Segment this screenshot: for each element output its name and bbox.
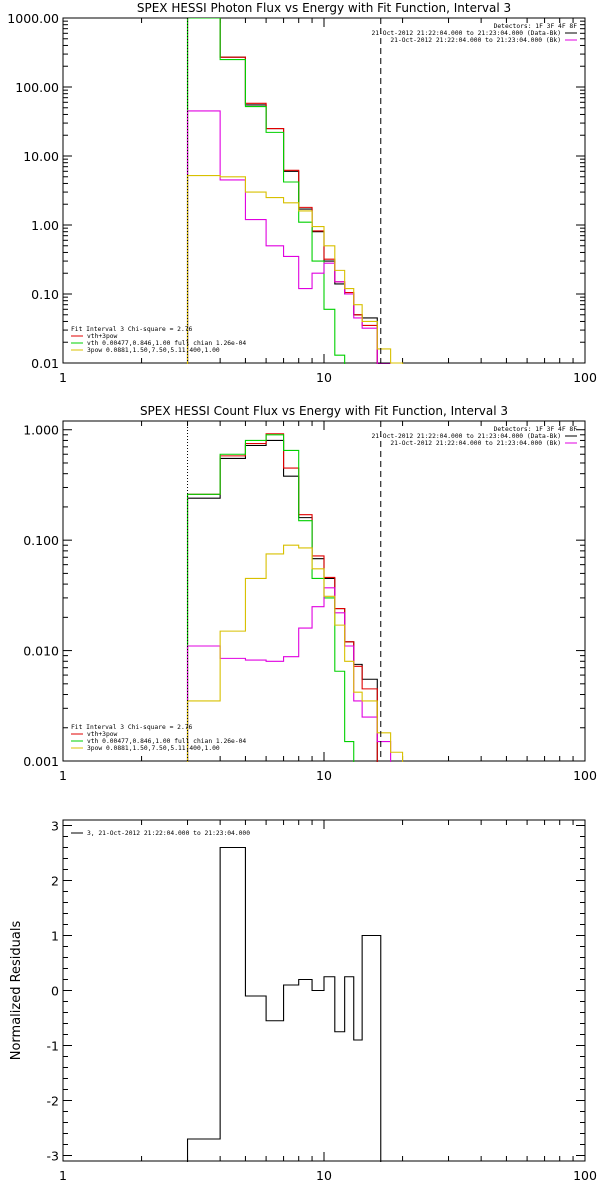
y-tick-label: 10.00 <box>23 149 59 164</box>
legend-entry: vth 0.00477,0.846,1.00 full chian 1.26e-… <box>87 340 246 347</box>
series-1-line <box>186 18 378 364</box>
y-tick-label: 1 <box>51 929 59 944</box>
x-tick-label: 10 <box>316 768 332 783</box>
y-tick-label: 1000.00 <box>7 11 59 26</box>
y-tick-label: 2 <box>51 874 59 889</box>
legend-detectors: Detectors: 1F 3F 4F 8F <box>494 426 578 433</box>
legend-entry: 21-Oct-2012 21:22:04.000 to 21:23:04.000… <box>371 433 561 440</box>
series-4-line <box>186 587 392 762</box>
legend-entry: 21-Oct-2012 21:22:04.000 to 21:23:04.000… <box>371 30 561 37</box>
legend-entry: 3pow 0.0881,1.50,7.50,5.11,400,1.00 <box>87 745 220 752</box>
plot-area <box>186 846 382 1162</box>
x-tick-label: 100 <box>573 768 597 783</box>
y-tick-label: 3 <box>51 819 59 834</box>
x-tick-label: 1 <box>59 1168 67 1183</box>
x-tick-label: 1 <box>59 768 67 783</box>
y-tick-label: 0.010 <box>23 644 59 659</box>
y-tick-label: -2 <box>47 1094 59 1109</box>
legend-entry: 3, 21-Oct-2012 21:22:04.000 to 21:23:04.… <box>87 830 250 837</box>
y-tick-label: 1.000 <box>23 423 59 438</box>
x-tick-label: 10 <box>316 1168 332 1183</box>
series-3-line <box>186 434 355 762</box>
y-tick-label: 0.10 <box>31 287 59 302</box>
legend-entry: 21-Oct-2012 21:22:04.000 to 21:23:04.000… <box>390 37 561 44</box>
chart-panel-2: SPEX HESSI Count Flux vs Energy with Fit… <box>23 404 597 783</box>
plot-area <box>186 433 404 762</box>
series-5-line <box>186 544 404 762</box>
series-2-line <box>186 18 378 364</box>
legend-fit-title: Fit Interval 3 Chi-square = 2.76 <box>71 326 193 333</box>
y-tick-label: -3 <box>47 1149 59 1164</box>
x-tick-label: 10 <box>316 370 332 385</box>
chart-panel-3: 1 10 100 -3 -2 -1 0 1 2 3 Normalized Residuals 3, 2… <box>9 819 597 1184</box>
legend-entry: 21-Oct-2012 21:22:04.000 to 21:23:04.000… <box>390 440 561 447</box>
series-1-line <box>186 846 382 1162</box>
legend-entry: vth+3pow <box>87 731 118 738</box>
axes-frame <box>62 17 586 364</box>
y-tick-label: 0.01 <box>31 356 59 371</box>
x-tick-label: 100 <box>573 1168 597 1183</box>
y-tick-label: 100.00 <box>15 80 59 95</box>
series-1-line <box>186 439 378 762</box>
chart-title: SPEX HESSI Photon Flux vs Energy with Fi… <box>137 1 511 15</box>
plot-area <box>186 18 404 364</box>
chart-panel-1: SPEX HESSI Photon Flux vs Energy with Fi… <box>7 1 597 385</box>
series-2-line <box>186 433 378 762</box>
legend-detectors: Detectors: 1F 3F 4F 8F <box>494 23 578 30</box>
y-axis-label: Normalized Residuals <box>9 921 24 1061</box>
x-tick-label: 1 <box>59 370 67 385</box>
y-tick-label: 0 <box>51 984 59 999</box>
legend-fit-title: Fit Interval 3 Chi-square = 2.76 <box>71 724 193 731</box>
legend-entry: vth+3pow <box>87 333 118 340</box>
chart-title: SPEX HESSI Count Flux vs Energy with Fit… <box>140 404 508 418</box>
legend-entry: 3pow 0.0881,1.50,7.50,5.11,400,1.00 <box>87 347 220 354</box>
y-tick-label: 0.001 <box>23 754 59 769</box>
y-tick-label: -1 <box>47 1039 59 1054</box>
series-4-line <box>186 110 391 364</box>
y-tick-label: 1.00 <box>31 218 59 233</box>
y-tick-label: 0.100 <box>23 533 59 548</box>
x-tick-label: 100 <box>573 370 597 385</box>
series-3-line <box>186 18 346 364</box>
series-5-line <box>186 175 404 364</box>
legend-entry: vth 0.00477,0.846,1.00 full chian 1.26e-… <box>87 738 246 745</box>
